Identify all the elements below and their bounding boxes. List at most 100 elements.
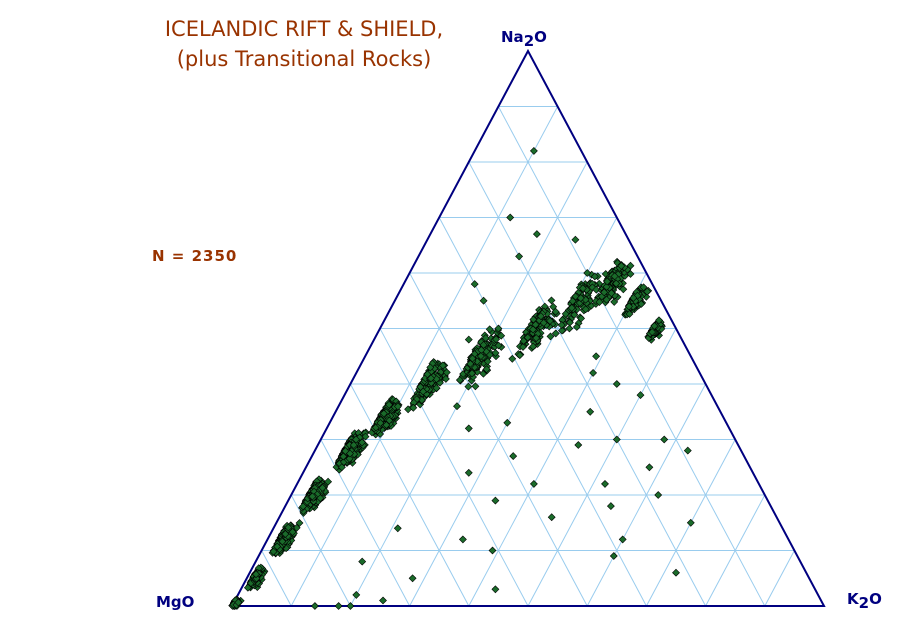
data-point xyxy=(409,403,418,412)
data-point xyxy=(686,518,695,527)
data-point xyxy=(557,321,566,329)
data-point xyxy=(503,418,512,427)
data-point xyxy=(515,252,524,261)
data-point xyxy=(243,583,252,592)
data-point xyxy=(617,261,626,270)
data-point xyxy=(672,568,680,577)
data-point xyxy=(603,277,612,286)
data-point xyxy=(441,374,450,383)
data-point xyxy=(310,602,319,610)
data-point xyxy=(492,335,501,344)
data-point xyxy=(589,368,598,377)
data-point xyxy=(358,557,367,566)
data-point xyxy=(345,454,354,463)
data-point xyxy=(479,296,488,305)
data-point xyxy=(393,524,402,533)
data-point xyxy=(590,272,599,281)
data-point xyxy=(643,287,652,296)
data-point xyxy=(468,369,476,378)
data-point xyxy=(607,289,616,298)
data-point xyxy=(252,570,260,579)
data-point xyxy=(609,552,618,560)
data-point xyxy=(379,596,387,605)
data-point xyxy=(308,492,317,501)
data-point xyxy=(464,468,473,477)
data-point xyxy=(625,302,633,311)
data-point xyxy=(471,382,480,391)
ternary-frame xyxy=(230,48,826,607)
data-point xyxy=(586,407,595,416)
data-point xyxy=(645,463,654,472)
data-point xyxy=(476,352,485,361)
data-point xyxy=(494,341,503,350)
data-point xyxy=(529,146,538,155)
data-point xyxy=(546,332,555,341)
data-point xyxy=(602,295,611,304)
data-point xyxy=(519,337,528,345)
data-point xyxy=(438,361,447,370)
data-point xyxy=(491,585,500,594)
apex-label-k2o-sub: 2 xyxy=(858,594,870,612)
data-points xyxy=(228,146,695,610)
apex-label-na2o-tail: O xyxy=(534,28,547,46)
data-point xyxy=(361,432,370,441)
chart-title-line-2: (plus Transitional Rocks) xyxy=(176,47,432,71)
apex-label-mgo-base: MgO xyxy=(156,593,195,611)
data-point xyxy=(352,590,361,599)
data-point xyxy=(600,288,609,297)
grid-line-k2o xyxy=(527,328,677,607)
data-point xyxy=(561,309,570,318)
grid-line-k2o xyxy=(586,383,707,607)
apex-label-k2o: K2O xyxy=(847,590,882,612)
grid-line-mgo xyxy=(320,439,411,607)
data-point xyxy=(606,502,615,511)
data-point xyxy=(536,312,545,321)
data-point xyxy=(494,324,503,333)
data-point xyxy=(423,370,432,379)
data-point xyxy=(629,293,638,302)
apex-label-na2o: Na2O xyxy=(501,28,547,50)
data-point xyxy=(648,328,657,337)
data-point xyxy=(426,363,435,372)
data-point xyxy=(281,530,290,538)
grid-line-mgo xyxy=(349,383,470,607)
data-point xyxy=(532,230,541,239)
data-point xyxy=(470,280,479,289)
data-point xyxy=(660,435,669,444)
data-point xyxy=(316,494,325,503)
data-point xyxy=(352,435,360,444)
data-point xyxy=(458,535,467,544)
data-point xyxy=(346,602,355,610)
data-point xyxy=(571,235,580,244)
data-point xyxy=(523,333,532,342)
data-point xyxy=(565,324,574,333)
data-point xyxy=(639,283,648,292)
data-point xyxy=(610,272,619,281)
data-point xyxy=(577,314,586,323)
data-point xyxy=(349,441,358,450)
data-point xyxy=(234,598,243,607)
data-point xyxy=(509,452,518,461)
data-point xyxy=(574,441,583,449)
data-point xyxy=(299,502,308,511)
data-point xyxy=(612,279,621,288)
data-point xyxy=(466,359,475,368)
data-point xyxy=(626,270,635,278)
data-point xyxy=(581,305,590,314)
data-point xyxy=(346,449,354,458)
data-point xyxy=(547,513,556,522)
chart-title-line-1: ICELANDIC RIFT & SHIELD, xyxy=(164,17,444,41)
data-point xyxy=(602,282,611,291)
data-point xyxy=(625,310,634,318)
data-point xyxy=(515,351,524,360)
data-point xyxy=(601,479,609,488)
data-point xyxy=(393,402,402,411)
grid-line-k2o xyxy=(409,217,618,607)
data-point xyxy=(612,435,621,444)
apex-label-na2o-sub: 2 xyxy=(523,32,535,50)
data-point xyxy=(650,322,659,330)
data-point xyxy=(292,523,301,532)
data-point xyxy=(385,400,394,409)
data-point xyxy=(612,380,621,388)
data-point xyxy=(549,302,558,311)
